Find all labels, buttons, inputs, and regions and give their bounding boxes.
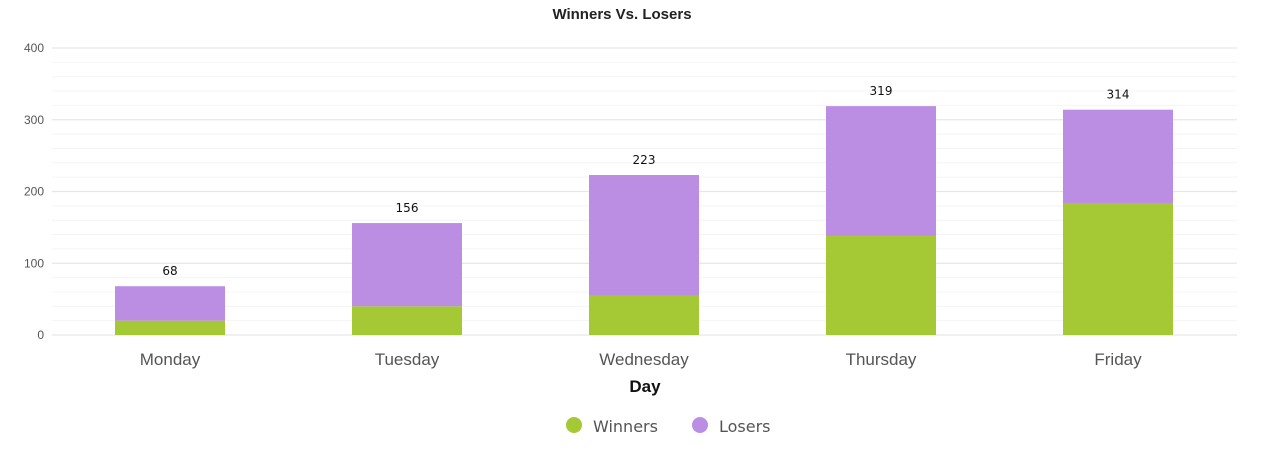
bar-losers-tuesday[interactable] <box>352 223 462 307</box>
legend-item-losers[interactable]: Losers <box>692 417 771 436</box>
y-tick-label: 300 <box>24 113 44 127</box>
y-tick-label: 100 <box>24 256 44 270</box>
legend-label: Winners <box>593 417 658 436</box>
x-axis: Monday Tuesday Wednesday Thursday Friday <box>140 350 1142 369</box>
bar-losers-monday[interactable] <box>115 286 225 321</box>
bar-winners-friday[interactable] <box>1063 202 1173 335</box>
chart-title: Winners Vs. Losers <box>552 6 691 23</box>
y-axis: 0 100 200 300 400 <box>24 41 44 342</box>
bar-losers-wednesday[interactable] <box>589 174 699 296</box>
x-tick-label: Tuesday <box>375 350 440 369</box>
y-tick-label: 200 <box>24 185 44 199</box>
bars <box>115 106 1173 335</box>
legend-swatch-winners <box>566 417 582 433</box>
bar-total-label: 68 <box>162 264 177 278</box>
bar-total-label: 223 <box>633 153 656 167</box>
x-tick-label: Friday <box>1094 350 1142 369</box>
y-tick-label: 400 <box>24 41 44 55</box>
bar-losers-friday[interactable] <box>1063 109 1173 203</box>
bar-total-labels: 68 156 223 319 314 <box>162 84 1129 278</box>
bar-winners-tuesday[interactable] <box>352 306 462 335</box>
bar-total-label: 319 <box>870 84 893 98</box>
legend-item-winners[interactable]: Winners <box>566 417 658 436</box>
bar-losers-thursday[interactable] <box>826 106 936 236</box>
bar-total-label: 156 <box>396 201 419 215</box>
bar-winners-thursday[interactable] <box>826 235 936 335</box>
bar-winners-monday[interactable] <box>115 320 225 335</box>
bar-total-label: 314 <box>1107 88 1130 102</box>
legend-swatch-losers <box>692 417 708 433</box>
x-axis-title: Day <box>629 377 661 396</box>
bar-winners-wednesday[interactable] <box>589 295 699 335</box>
legend[interactable]: Winners Losers <box>566 417 771 436</box>
x-tick-label: Monday <box>140 350 201 369</box>
x-tick-label: Wednesday <box>599 350 689 369</box>
x-tick-label: Thursday <box>846 350 917 369</box>
legend-label: Losers <box>719 417 771 436</box>
y-tick-label: 0 <box>37 328 44 342</box>
